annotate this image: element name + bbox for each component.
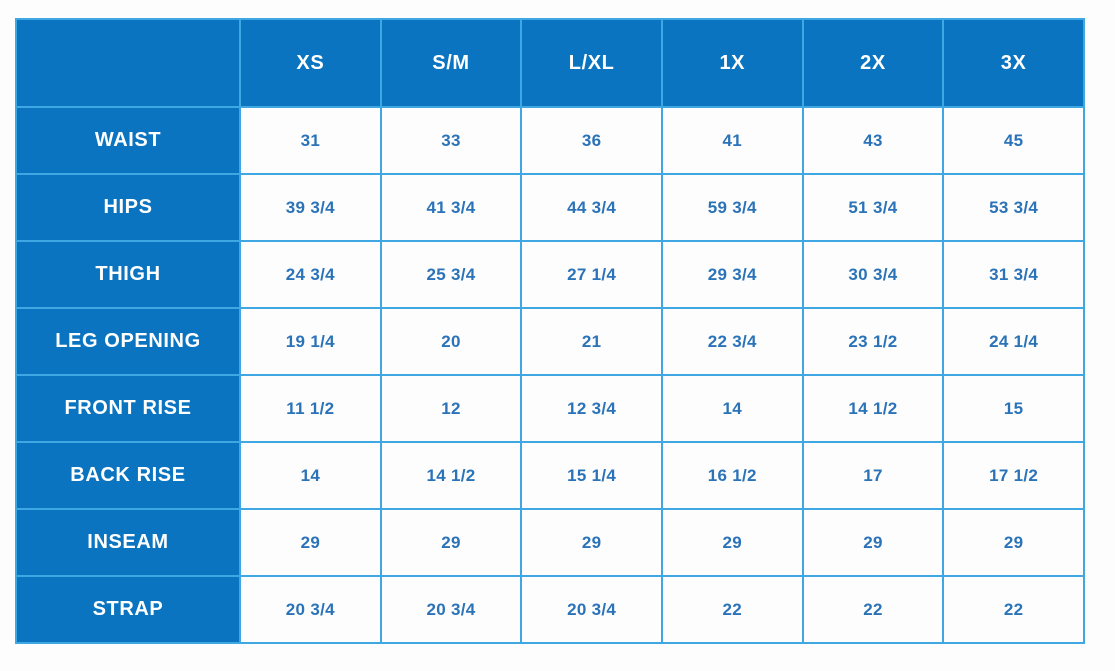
- cell-value: 22: [660, 575, 804, 644]
- cell-value: 22: [801, 575, 945, 644]
- table-row-back-rise: BACK RISE 14 14 1/2 15 1/4 16 1/2 17 17 …: [15, 441, 1085, 510]
- cell-value: 51 3/4: [801, 173, 945, 242]
- column-header-xs: XS: [239, 18, 382, 108]
- cell-value: 29 3/4: [660, 240, 804, 309]
- row-label-back-rise: BACK RISE: [15, 441, 241, 510]
- cell-value: 22 3/4: [660, 307, 804, 376]
- cell-value: 45: [942, 106, 1085, 175]
- cell-value: 14: [239, 441, 382, 510]
- cell-value: 43: [801, 106, 945, 175]
- column-header-lxl: L/XL: [520, 18, 663, 108]
- cell-value: 31 3/4: [942, 240, 1085, 309]
- cell-value: 17 1/2: [942, 441, 1085, 510]
- cell-value: 16 1/2: [660, 441, 804, 510]
- cell-value: 24 3/4: [239, 240, 382, 309]
- cell-value: 11 1/2: [239, 374, 382, 443]
- cell-value: 44 3/4: [520, 173, 663, 242]
- cell-value: 24 1/4: [942, 307, 1085, 376]
- table-row-front-rise: FRONT RISE 11 1/2 12 12 3/4 14 14 1/2 15: [15, 374, 1085, 443]
- cell-value: 41 3/4: [379, 173, 523, 242]
- size-chart-body: WAIST 31 33 36 41 43 45 HIPS 39 3/4 41 3…: [15, 106, 1085, 644]
- table-row-inseam: INSEAM 29 29 29 29 29 29: [15, 508, 1085, 577]
- cell-value: 33: [379, 106, 523, 175]
- cell-value: 20 3/4: [379, 575, 523, 644]
- cell-value: 20: [379, 307, 523, 376]
- size-chart-table: XS S/M L/XL 1X 2X 3X WAIST 31 33 36 41 4…: [15, 18, 1085, 644]
- table-row-thigh: THIGH 24 3/4 25 3/4 27 1/4 29 3/4 30 3/4…: [15, 240, 1085, 309]
- cell-value: 21: [520, 307, 663, 376]
- row-label-strap: STRAP: [15, 575, 241, 644]
- row-label-hips: HIPS: [15, 173, 241, 242]
- row-label-front-rise: FRONT RISE: [15, 374, 241, 443]
- cell-value: 25 3/4: [379, 240, 523, 309]
- cell-value: 27 1/4: [520, 240, 663, 309]
- cell-value: 22: [942, 575, 1085, 644]
- cell-value: 59 3/4: [660, 173, 804, 242]
- cell-value: 29: [239, 508, 382, 577]
- table-row-hips: HIPS 39 3/4 41 3/4 44 3/4 59 3/4 51 3/4 …: [15, 173, 1085, 242]
- column-header-2x: 2X: [801, 18, 945, 108]
- cell-value: 14 1/2: [801, 374, 945, 443]
- column-header-sm: S/M: [379, 18, 523, 108]
- row-label-leg-opening: LEG OPENING: [15, 307, 241, 376]
- cell-value: 29: [520, 508, 663, 577]
- cell-value: 12: [379, 374, 523, 443]
- cell-value: 20 3/4: [239, 575, 382, 644]
- table-row-leg-opening: LEG OPENING 19 1/4 20 21 22 3/4 23 1/2 2…: [15, 307, 1085, 376]
- corner-cell: [15, 18, 241, 108]
- row-label-waist: WAIST: [15, 106, 241, 175]
- row-label-inseam: INSEAM: [15, 508, 241, 577]
- cell-value: 53 3/4: [942, 173, 1085, 242]
- cell-value: 41: [660, 106, 804, 175]
- table-row-waist: WAIST 31 33 36 41 43 45: [15, 106, 1085, 175]
- cell-value: 17: [801, 441, 945, 510]
- cell-value: 39 3/4: [239, 173, 382, 242]
- table-row-strap: STRAP 20 3/4 20 3/4 20 3/4 22 22 22: [15, 575, 1085, 644]
- cell-value: 29: [660, 508, 804, 577]
- cell-value: 14: [660, 374, 804, 443]
- cell-value: 14 1/2: [379, 441, 523, 510]
- cell-value: 20 3/4: [520, 575, 663, 644]
- cell-value: 23 1/2: [801, 307, 945, 376]
- header-row: XS S/M L/XL 1X 2X 3X: [15, 18, 1085, 108]
- cell-value: 30 3/4: [801, 240, 945, 309]
- size-chart: XS S/M L/XL 1X 2X 3X WAIST 31 33 36 41 4…: [15, 18, 1085, 644]
- cell-value: 19 1/4: [239, 307, 382, 376]
- row-label-thigh: THIGH: [15, 240, 241, 309]
- size-chart-header: XS S/M L/XL 1X 2X 3X: [15, 18, 1085, 108]
- cell-value: 12 3/4: [520, 374, 663, 443]
- column-header-1x: 1X: [660, 18, 804, 108]
- cell-value: 31: [239, 106, 382, 175]
- cell-value: 15 1/4: [520, 441, 663, 510]
- cell-value: 15: [942, 374, 1085, 443]
- cell-value: 29: [801, 508, 945, 577]
- cell-value: 36: [520, 106, 663, 175]
- column-header-3x: 3X: [942, 18, 1085, 108]
- cell-value: 29: [942, 508, 1085, 577]
- cell-value: 29: [379, 508, 523, 577]
